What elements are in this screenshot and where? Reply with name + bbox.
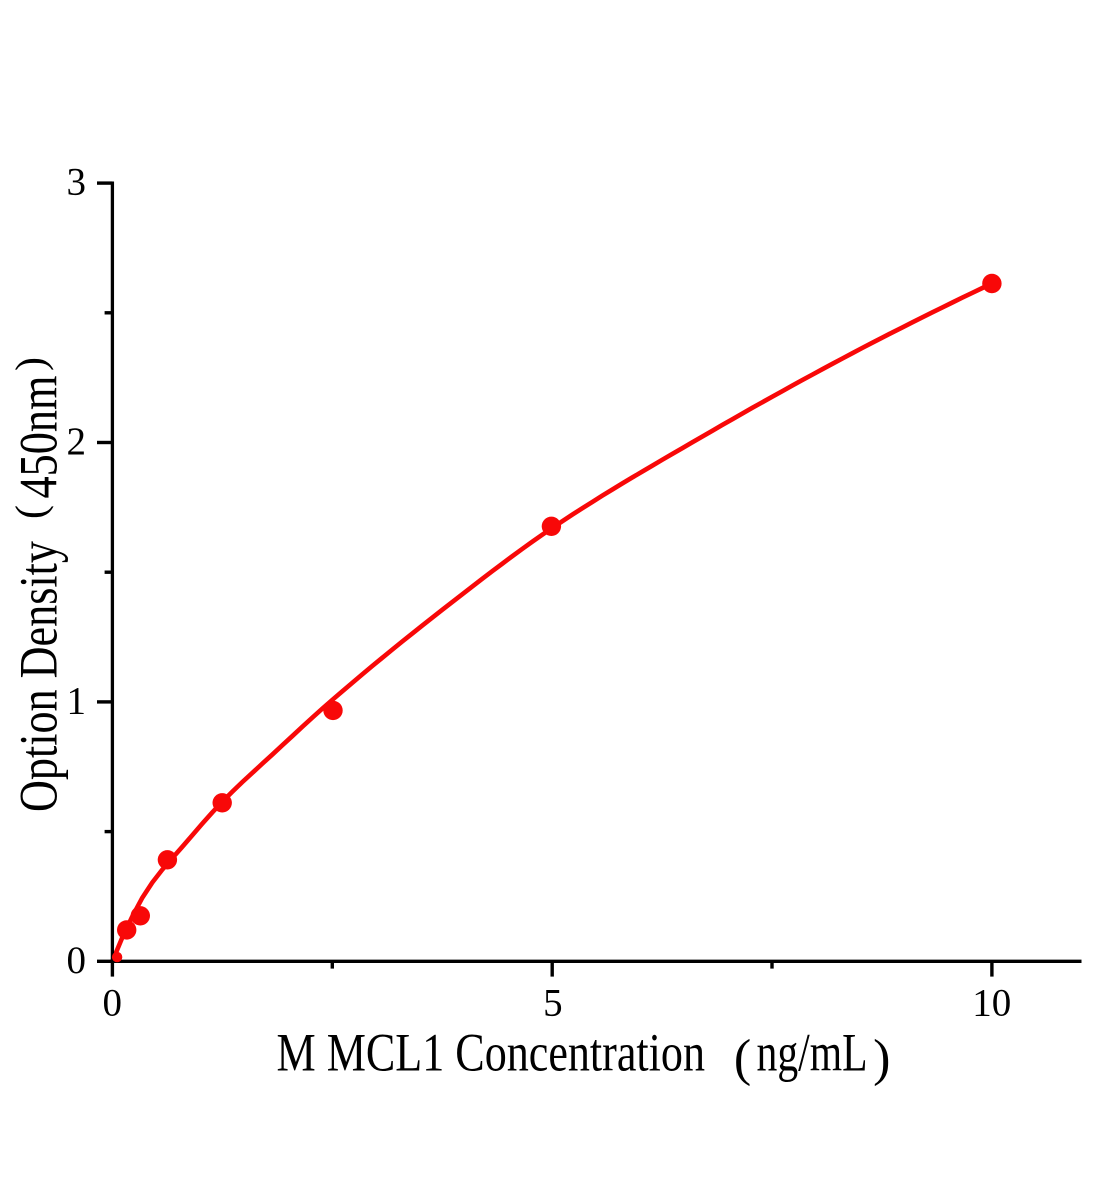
svg-text:): ) (9, 357, 55, 371)
svg-text:1: 1 (67, 680, 87, 723)
svg-text:0: 0 (67, 939, 87, 982)
svg-text:450nm: 450nm (9, 376, 69, 499)
svg-text:(: ( (734, 1030, 751, 1087)
svg-text:5: 5 (543, 982, 563, 1025)
svg-text:(: ( (9, 505, 55, 519)
svg-text:0: 0 (102, 982, 122, 1025)
svg-text:M MCL1 Concentration: M MCL1 Concentration (277, 1023, 706, 1083)
svg-text:2: 2 (67, 420, 87, 463)
svg-text:3: 3 (67, 161, 87, 204)
svg-text:Option Density: Option Density (9, 541, 69, 812)
svg-text:): ) (873, 1030, 890, 1087)
svg-text:ng/mL: ng/mL (757, 1023, 868, 1083)
svg-text:10: 10 (972, 982, 1011, 1025)
